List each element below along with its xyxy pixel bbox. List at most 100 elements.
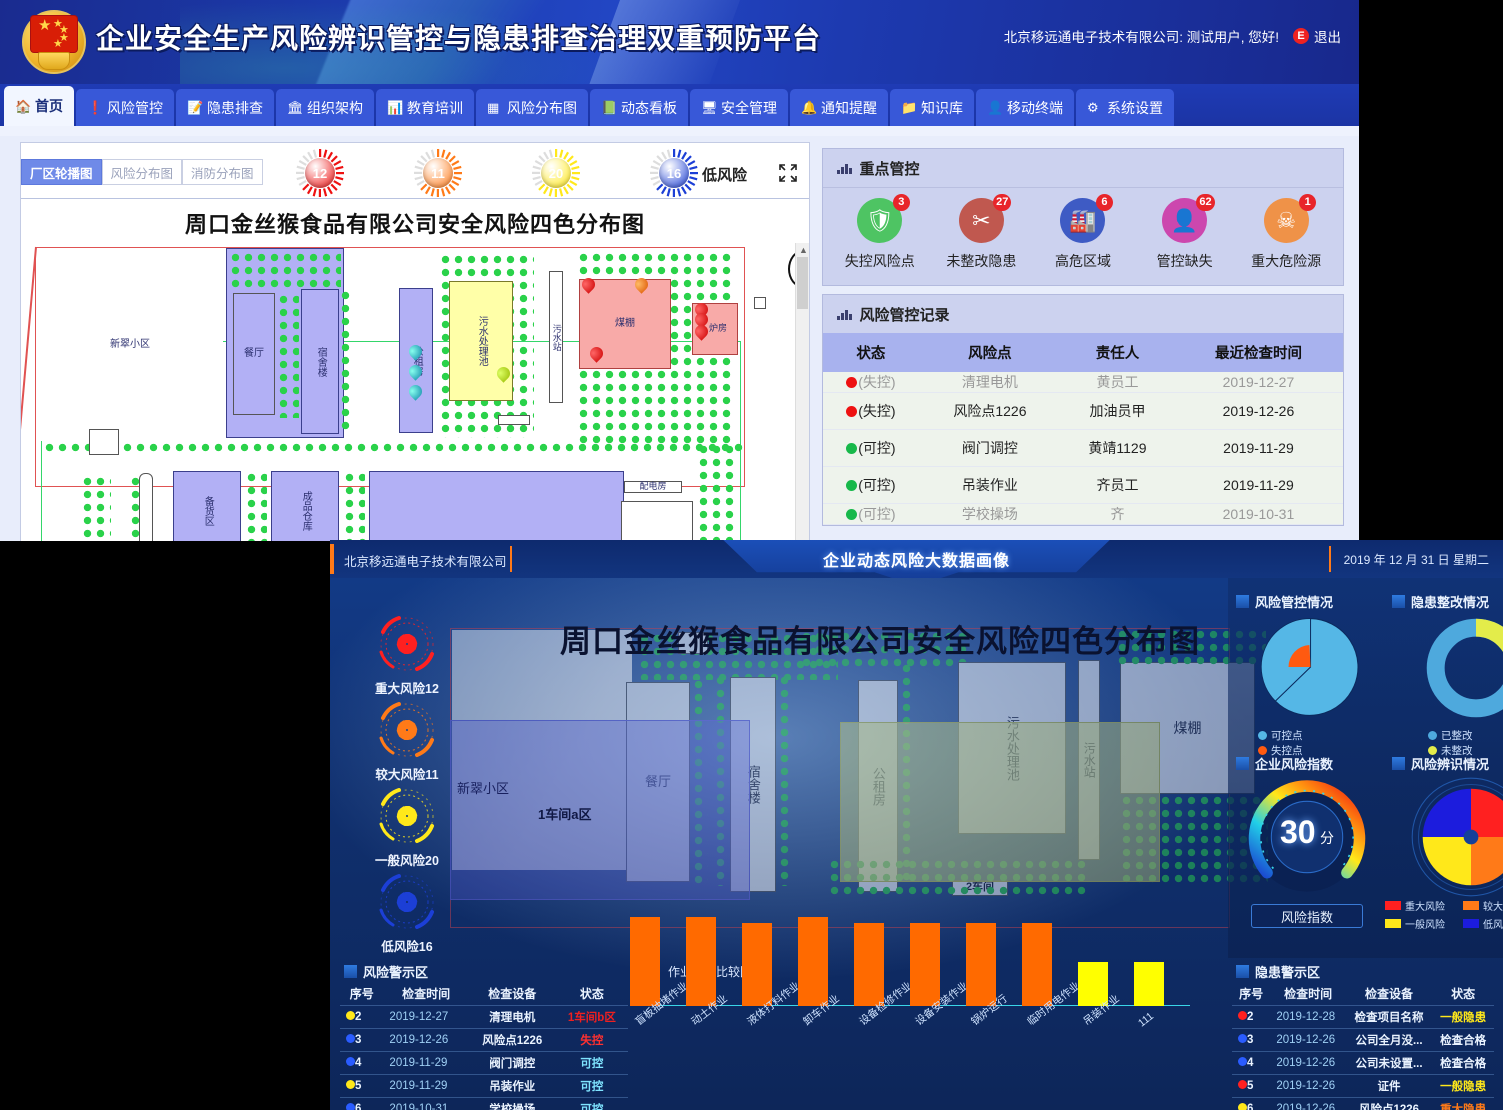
map-building-peidianfang[interactable]: 配电房	[624, 481, 682, 493]
table-row[interactable]: 2 2019-12-28 检查项目名称 一般隐患	[1232, 1006, 1494, 1029]
table-row[interactable]: 3 2019-12-26 风险点1226 失控	[340, 1029, 628, 1052]
risk-warning-table-wrap[interactable]: 序号 检查时间 检查设备 状态 2 2019-12-27 清理电机 1车间b区 3 2019-1…	[340, 982, 630, 1110]
scrollbar-thumb[interactable]	[797, 257, 808, 309]
map-building-workshop[interactable]	[369, 471, 624, 541]
table-row[interactable]: (可控) 吊装作业 齐员工 2019-11-29	[823, 466, 1343, 504]
kpi-1[interactable]: ✂ 27 未整改隐患	[935, 194, 1027, 271]
dash-building-sushelou[interactable]: 宿舍楼	[730, 677, 776, 892]
operation-risk-bar-chart[interactable]: 盲板抽堵作业 动土作业 液体打料作业 卸车作业 设备检修作业 设备安装作业 锅炉运行 临时用电…	[630, 898, 1190, 1029]
nav-item-1[interactable]: ❗ 风险管控	[76, 89, 174, 126]
chart-bar[interactable]	[742, 923, 772, 1006]
map-pin-green-3[interactable]	[406, 382, 425, 402]
dash-overlay-blue-zone[interactable]	[450, 720, 750, 900]
map-building-gongzufang[interactable]: 公租房	[399, 288, 433, 433]
nav-item-7[interactable]: 🖥 安全管理	[690, 89, 788, 126]
map-pin-yellow-1[interactable]	[494, 364, 513, 384]
table-row[interactable]: (可控) 阀门调控 黄靖1129 2019-11-29	[823, 429, 1343, 467]
chart-bar[interactable]	[798, 917, 828, 1006]
table-row[interactable]: 5 2019-11-29 吊装作业 可控	[340, 1075, 628, 1098]
dash-building-wushuichi[interactable]: 污水处理池	[958, 662, 1066, 834]
nav-item-8[interactable]: 🔔 通知提醒	[790, 89, 888, 126]
kpi-3[interactable]: 👤 62 管控缺失	[1139, 194, 1231, 271]
chart-bar[interactable]	[630, 917, 660, 1006]
dash-building-gongzufang[interactable]: 公租房	[858, 680, 898, 892]
table-row[interactable]: 6 2019-12-26 风险点1226 重大隐患	[1232, 1098, 1494, 1110]
table-row[interactable]: (可控) 学校操场齐 2019-10-31	[823, 503, 1343, 525]
table-row[interactable]: (失控) 风险点1226 加油员甲 2019-12-26	[823, 392, 1343, 430]
scroll-up-icon[interactable]: ▲	[799, 245, 808, 255]
kpi-4[interactable]: ☠ 1 重大危险源	[1240, 194, 1332, 271]
nav-item-11[interactable]: ⚙ 系统设置	[1076, 89, 1174, 126]
dash-building-wushuizhan[interactable]: 污水站	[1078, 660, 1100, 860]
chart-bar[interactable]	[1134, 962, 1164, 1006]
map-building-wushuizhan[interactable]: 污水站	[549, 271, 563, 403]
map-pin-green-2[interactable]	[406, 362, 425, 382]
danger-fix-donut-chart[interactable]	[1420, 612, 1503, 730]
dash-overlay-yellow-zone[interactable]	[840, 722, 1160, 882]
map-building-sushelou[interactable]: 宿舍楼	[301, 289, 339, 434]
risk-level-0[interactable]: 重大风险12	[352, 612, 462, 697]
map-mode-0[interactable]: 厂区轮播图	[21, 159, 102, 185]
chart-bar[interactable]	[1022, 923, 1052, 1006]
table-row[interactable]: 3 2019-12-26 公司全月没... 检查合格	[1232, 1029, 1494, 1052]
table-row[interactable]: 5 2019-12-26 证件 一般隐患	[1232, 1075, 1494, 1098]
risk-control-pie-chart[interactable]	[1248, 612, 1373, 732]
table-row[interactable]: (失控) 清理电机 黄员工 2019-12-27	[823, 372, 1343, 393]
map-scrollbar[interactable]: ▲	[795, 243, 809, 541]
dash-building-canting[interactable]: 餐厅	[626, 682, 690, 882]
risk-warning-table[interactable]: 序号 检查时间 检查设备 状态 2 2019-12-27 清理电机 1车间b区 3 2019-1…	[340, 982, 628, 1110]
map-pin-red-5[interactable]	[692, 322, 711, 342]
map-building-misc[interactable]	[621, 501, 693, 541]
table-row[interactable]: 6 2019-10-31 学校操场 可控	[340, 1098, 628, 1110]
kpi-0[interactable]: 🛡 3 失控风险点	[834, 194, 926, 271]
nav-item-2[interactable]: 📝 隐患排查	[176, 89, 274, 126]
table-body[interactable]: 2 2019-12-28 检查项目名称 一般隐患 3 2019-12-26 公司全月没...…	[1232, 1006, 1494, 1110]
map-pin-green-1[interactable]	[406, 342, 425, 362]
nav-item-6[interactable]: 📗 动态看板	[590, 89, 688, 126]
logout-button[interactable]: E 退出	[1293, 26, 1341, 46]
main-navigation[interactable]: 🏠 首页 ❗ 风险管控 📝 隐患排查 🏛 组织架构 📊 教育培训 ▦ 风险分布图 📗 动态看板 🖥 安全管理 🔔…	[0, 84, 1359, 126]
expand-fullscreen-icon[interactable]	[778, 163, 798, 183]
risk-level-2[interactable]: 一般风险20	[352, 784, 462, 869]
map-building-beihuoqu[interactable]: 备货区	[173, 471, 241, 541]
map-building-canting[interactable]: 餐厅	[233, 293, 275, 415]
risk-records-table[interactable]: 状态 风险点 责任人 最近检查时间 (失控) 清理电机 黄员工 2019-12-27 (失控)…	[823, 333, 1343, 525]
table-row[interactable]: 4 2019-12-26 公司未设置... 检查合格	[1232, 1052, 1494, 1075]
chart-bar[interactable]	[1078, 962, 1108, 1006]
map-building-chengpin[interactable]: 成品仓库	[271, 471, 339, 541]
dashboard-background-map[interactable]: 餐厅 宿舍楼 公租房 污水处理池 污水站	[430, 602, 1330, 1022]
nav-item-9[interactable]: 📁 知识库	[890, 89, 974, 126]
nav-item-10[interactable]: 👤 移动终端	[976, 89, 1074, 126]
table-body[interactable]: (失控) 清理电机 黄员工 2019-12-27 (失控) 风险点1226 加油员甲 2019…	[823, 372, 1343, 525]
risk-index-gauge[interactable]: 30 分	[1242, 774, 1372, 900]
table-body[interactable]: 2 2019-12-27 清理电机 1车间b区 3 2019-12-26 风险点1226 失控…	[340, 1006, 628, 1110]
map-area-xincui[interactable]: 新翠小区	[37, 249, 223, 441]
risk-ident-pie-chart[interactable]	[1408, 774, 1503, 900]
kpi-2[interactable]: 🏭 6 高危区域	[1037, 194, 1129, 271]
chart-bar[interactable]	[686, 917, 716, 1006]
nav-item-5[interactable]: ▦ 风险分布图	[476, 89, 588, 126]
nav-item-3[interactable]: 🏛 组织架构	[276, 89, 374, 126]
chart-bar[interactable]	[966, 923, 996, 1006]
nav-item-4[interactable]: 📊 教育培训	[376, 89, 474, 126]
nav-item-0[interactable]: 🏠 首页	[4, 86, 74, 126]
risk-dial-2[interactable]: 20	[532, 149, 580, 197]
table-row[interactable]: 4 2019-11-29 阀门调控 可控	[340, 1052, 628, 1075]
risk-level-3[interactable]: 低风险16	[352, 870, 462, 955]
risk-level-1[interactable]: 较大风险11	[352, 698, 462, 783]
risk-index-button[interactable]: 风险指数	[1251, 904, 1363, 928]
chart-bar[interactable]	[910, 923, 940, 1006]
danger-warning-table[interactable]: 序号 检查时间 检查设备 状态 2 2019-12-28 检查项目名称 一般隐患 3 2019-…	[1232, 982, 1494, 1110]
danger-warning-table-wrap[interactable]: 序号 检查时间 检查设备 状态 2 2019-12-28 检查项目名称 一般隐患 3 2019-…	[1232, 982, 1494, 1110]
map-pin-red-1[interactable]	[579, 275, 598, 295]
map-pin-red-2[interactable]	[587, 344, 606, 364]
map-mode-2[interactable]: 消防分布图	[182, 159, 263, 185]
map-mode-segmented-control[interactable]: 厂区轮播图 风险分布图 消防分布图	[21, 159, 263, 185]
plant-map-canvas[interactable]: 新翠小区 餐厅 宿舍楼 公租房	[21, 243, 809, 541]
risk-dial-1[interactable]: 11	[414, 149, 462, 197]
chart-bar[interactable]	[854, 923, 884, 1006]
map-mode-1[interactable]: 风险分布图	[101, 159, 183, 185]
risk-dial-3[interactable]: 16 低风险	[650, 149, 747, 197]
risk-dial-0[interactable]: 12	[296, 149, 344, 197]
map-pin-orange-1[interactable]	[632, 275, 651, 295]
